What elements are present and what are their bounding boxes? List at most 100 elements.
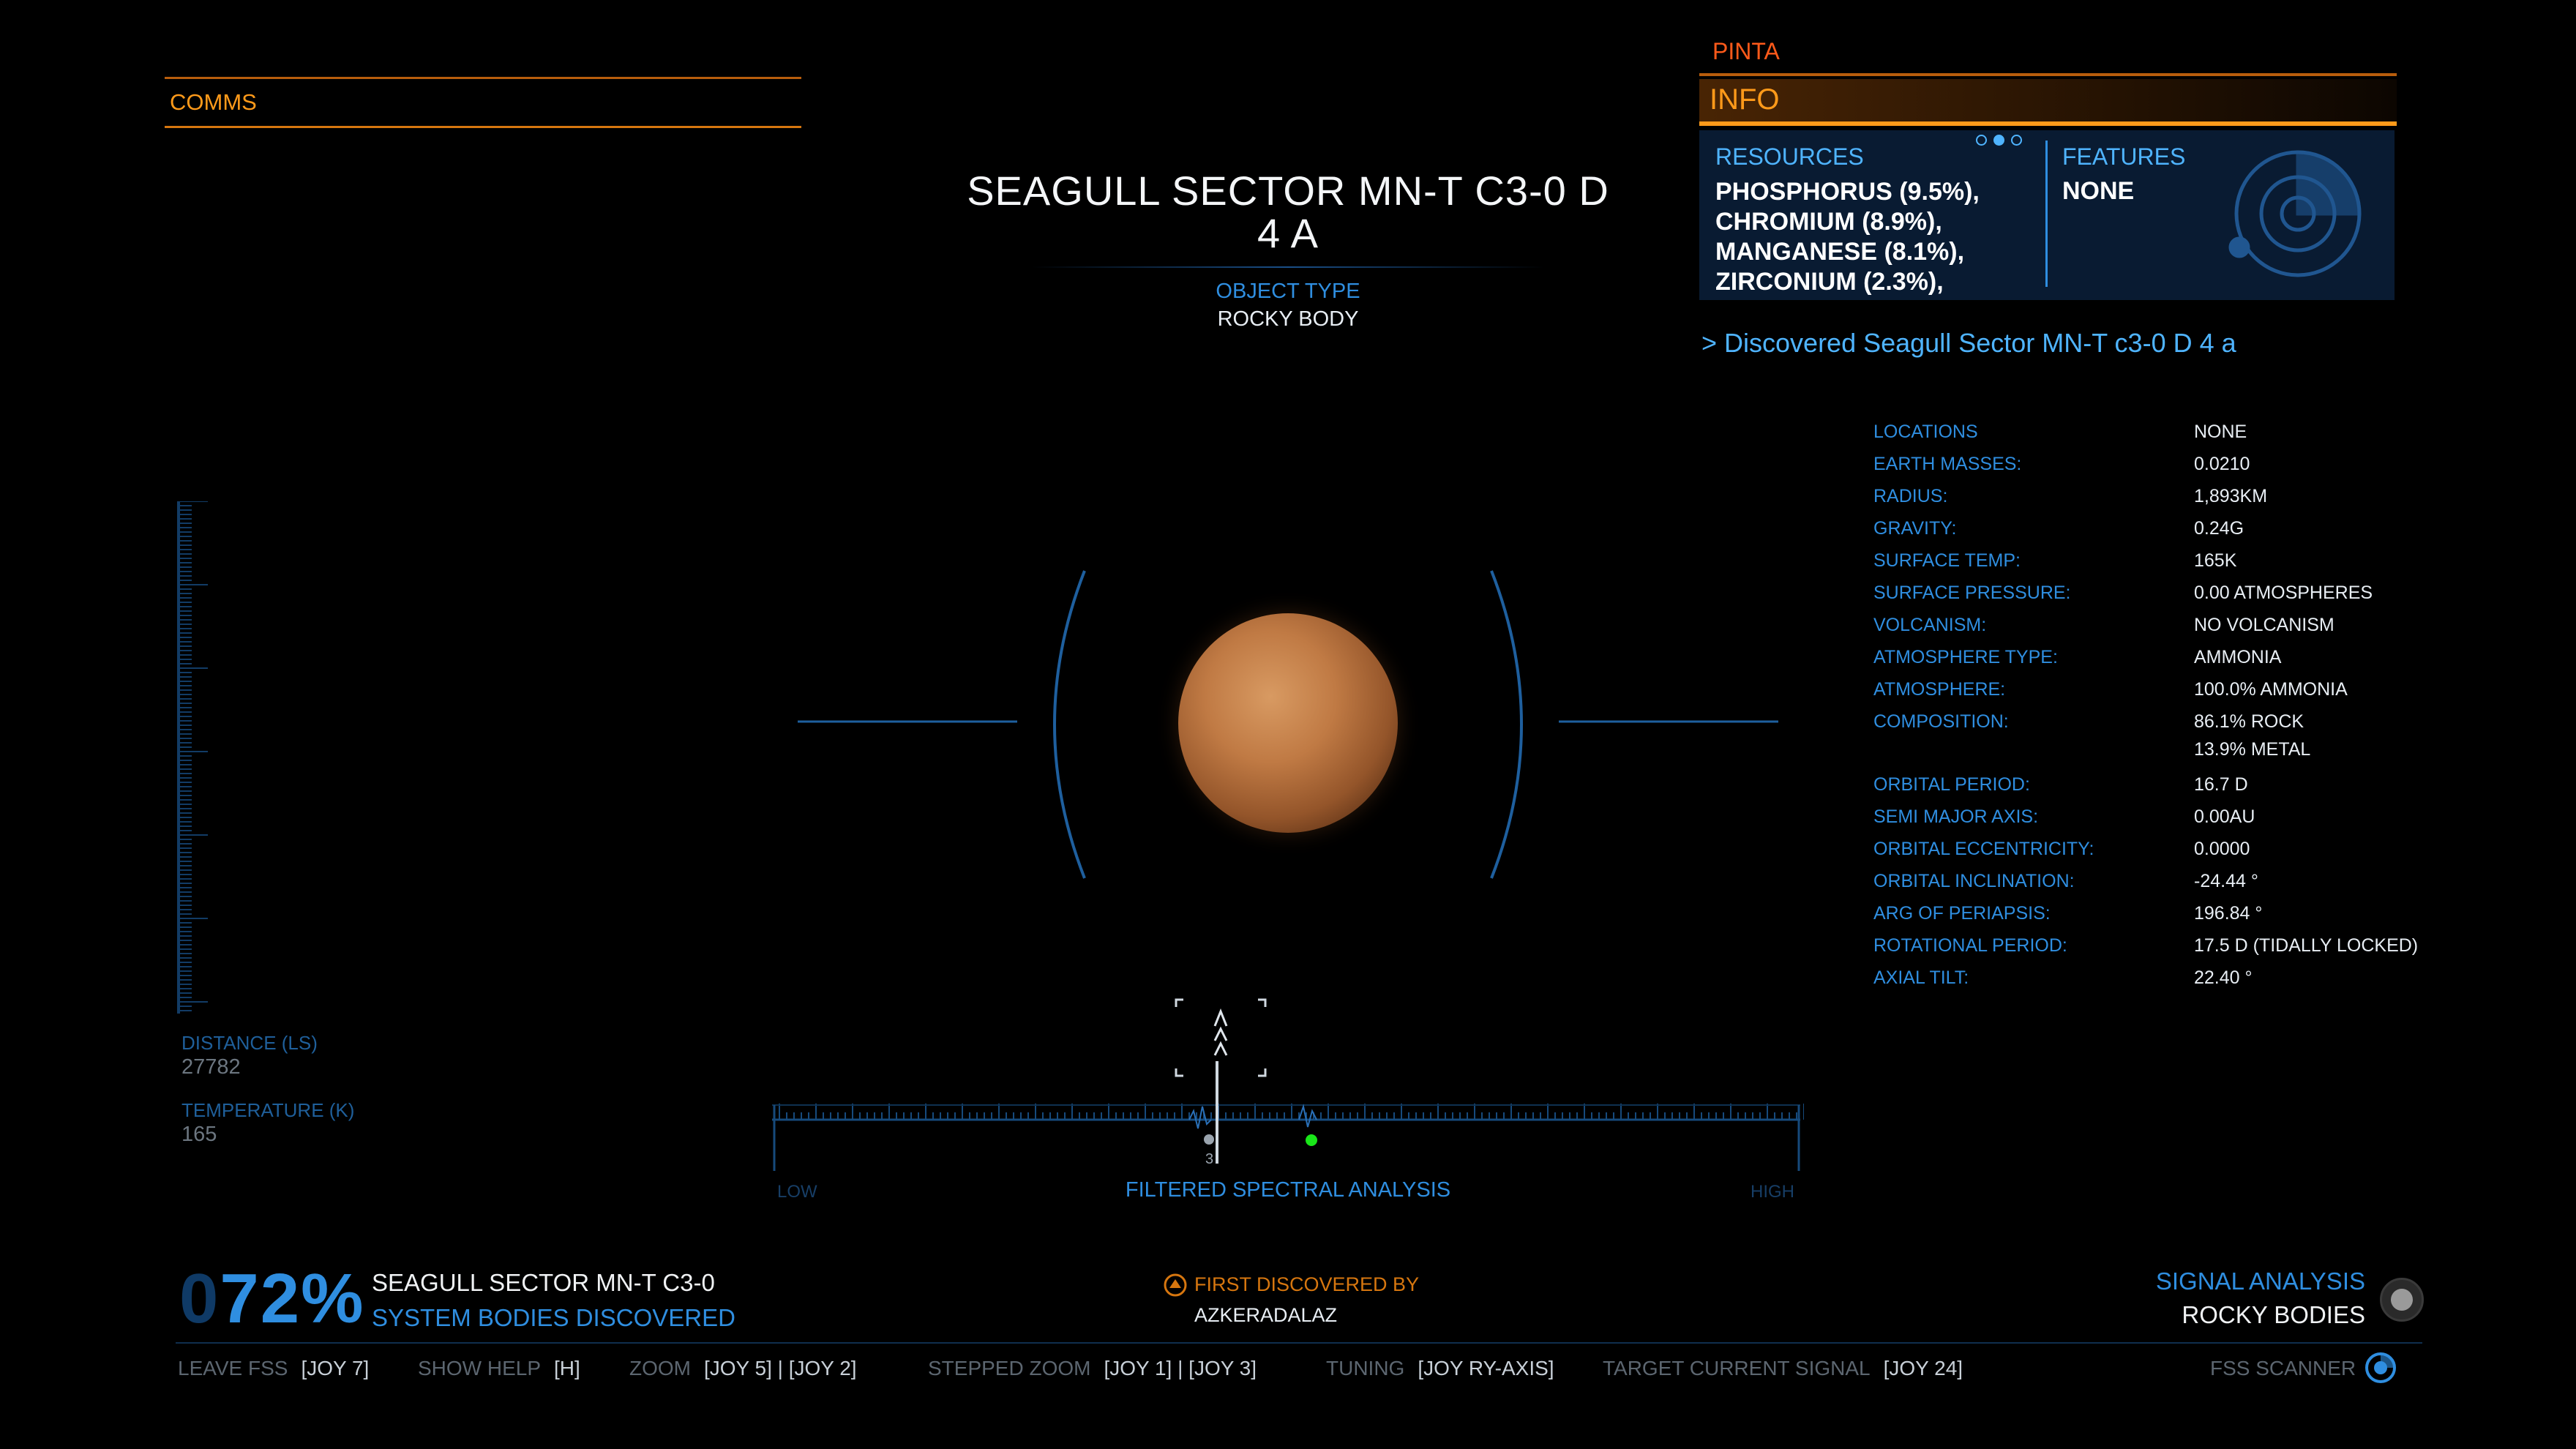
tab-info-label: INFO xyxy=(1710,83,1780,116)
page-dot-active[interactable] xyxy=(1993,135,2004,146)
control-label: SHOW HELP xyxy=(418,1357,542,1379)
body-name: PINTA xyxy=(1712,38,1780,64)
fss-scanner-label: FSS SCANNER xyxy=(2210,1357,2356,1379)
resources-heading: RESOURCES xyxy=(1715,143,1864,170)
features-value: NONE xyxy=(2062,177,2135,205)
stat-value: 86.1% ROCK xyxy=(2194,711,2304,732)
control-hint: STEPPED ZOOM [JOY 1] | [JOY 3] xyxy=(928,1357,1257,1380)
stat-value: 16.7 D xyxy=(2194,774,2248,795)
stat-label: AXIAL TILT: xyxy=(1873,967,1969,988)
stat-value: 196.84 ° xyxy=(2194,903,2263,924)
comms-label: COMMS xyxy=(170,89,257,115)
control-key: [JOY 24] xyxy=(1883,1357,1963,1379)
control-key: [JOY RY-AXIS] xyxy=(1418,1357,1554,1379)
stat-value: NONE xyxy=(2194,422,2247,442)
page-dot[interactable] xyxy=(1976,135,1987,146)
divider xyxy=(1699,73,2397,76)
bodies-discovered-label: SYSTEM BODIES DISCOVERED xyxy=(372,1304,735,1331)
stat-label: ROTATIONAL PERIOD: xyxy=(1873,935,2067,956)
stat-value: 0.24G xyxy=(2194,518,2244,539)
features-heading: FEATURES xyxy=(2062,143,2186,170)
divider xyxy=(1032,266,1544,268)
signal-analysis-value: ROCKY BODIES xyxy=(2182,1301,2365,1328)
resource-item: MANGANESE (8.1%), xyxy=(1715,238,1965,266)
spectral-analyzer[interactable]: 3 xyxy=(772,995,1804,1178)
page-dot[interactable] xyxy=(2011,135,2022,146)
tab-info[interactable]: INFO xyxy=(1699,79,2397,126)
system-name: SEAGULL SECTOR MN-T C3-0 xyxy=(372,1269,715,1296)
tuning-needle-icon xyxy=(1213,1008,1228,1056)
control-key: [JOY 1] | [JOY 3] xyxy=(1104,1357,1257,1379)
control-label: TARGET CURRENT SIGNAL xyxy=(1603,1357,1871,1379)
distance-label: DISTANCE (LS) xyxy=(181,1032,318,1054)
percent-value: 72% xyxy=(220,1259,365,1338)
object-type-value: ROCKY BODY xyxy=(1217,307,1359,331)
stat-value: 0.0210 xyxy=(2194,454,2250,474)
page-indicator[interactable] xyxy=(1976,135,2029,149)
control-hint: ZOOM [JOY 5] | [JOY 2] xyxy=(629,1357,857,1380)
signal-marker[interactable] xyxy=(1204,1134,1214,1145)
distance-gauge xyxy=(177,501,208,1014)
stat-value: 0.00 ATMOSPHERES xyxy=(2194,583,2373,603)
stat-label: RADIUS: xyxy=(1873,486,1948,506)
discovery-message: > Discovered Seagull Sector MN-T c3-0 D … xyxy=(1701,328,2236,358)
body-radar-icon xyxy=(2228,150,2362,277)
stat-value: 22.40 ° xyxy=(2194,967,2253,988)
object-type-label: OBJECT TYPE xyxy=(1216,280,1360,303)
stat-label: SEMI MAJOR AXIS: xyxy=(1873,806,2039,827)
stat-value: 0.00AU xyxy=(2194,806,2255,827)
resource-item: CHROMIUM (8.9%), xyxy=(1715,208,1942,236)
stat-label: ATMOSPHERE: xyxy=(1873,679,2006,700)
temperature-value: 165 xyxy=(181,1123,217,1146)
signal-analysis-button[interactable] xyxy=(2380,1278,2424,1322)
first-discovered-icon xyxy=(1164,1273,1187,1297)
stat-label: VOLCANISM: xyxy=(1873,615,1987,635)
spectral-high-label: HIGH xyxy=(1751,1182,1794,1202)
first-discovered-by: AZKERADALAZ xyxy=(1194,1304,1338,1326)
planet-body[interactable] xyxy=(1178,613,1398,833)
stat-value: NO VOLCANISM xyxy=(2194,615,2334,635)
control-hint: TARGET CURRENT SIGNAL [JOY 24] xyxy=(1603,1357,1963,1380)
control-hint: TUNING [JOY RY-AXIS] xyxy=(1326,1357,1554,1380)
resource-item: PHOSPHORUS (9.5%), xyxy=(1715,178,1980,206)
stat-label: COMPOSITION: xyxy=(1873,711,2009,732)
signal-analysis-label: SIGNAL ANALYSIS xyxy=(2155,1268,2365,1295)
control-label: STEPPED ZOOM xyxy=(928,1357,1091,1379)
control-label: TUNING xyxy=(1326,1357,1405,1379)
target-title: SEAGULL SECTOR MN-T C3-0 D 4 A xyxy=(922,170,1654,255)
target-title-line1: SEAGULL SECTOR MN-T C3-0 D xyxy=(967,168,1609,214)
stat-value: 1,893KM xyxy=(2194,486,2268,506)
stat-value: 165K xyxy=(2194,550,2237,571)
stat-label: ORBITAL ECCENTRICITY: xyxy=(1873,839,2094,859)
divider xyxy=(176,1342,2422,1344)
resources-list: PHOSPHORUS (9.5%), CHROMIUM (8.9%), MANG… xyxy=(1715,177,1980,297)
control-key: [JOY 5] | [JOY 2] xyxy=(704,1357,857,1379)
fss-scanner-icon[interactable] xyxy=(2364,1351,2397,1385)
stat-label: EARTH MASSES: xyxy=(1873,454,2022,474)
control-label: LEAVE FSS xyxy=(178,1357,288,1379)
stat-label: ORBITAL PERIOD: xyxy=(1873,774,2030,795)
control-hint: SHOW HELP [H] xyxy=(418,1357,580,1380)
stat-label: LOCATIONS xyxy=(1873,422,1978,442)
tuning-bracket xyxy=(1175,998,1267,1077)
distance-value: 27782 xyxy=(181,1055,241,1079)
stat-label: GRAVITY: xyxy=(1873,518,1957,539)
first-discovered-label: FIRST DISCOVERED BY xyxy=(1194,1273,1420,1295)
spectral-title: FILTERED SPECTRAL ANALYSIS xyxy=(1125,1178,1451,1202)
control-hint: LEAVE FSS [JOY 7] xyxy=(178,1357,369,1380)
target-title-line2: 4 A xyxy=(1257,210,1319,256)
stat-label: SURFACE PRESSURE: xyxy=(1873,583,2071,603)
stat-value: -24.44 ° xyxy=(2194,871,2258,891)
stat-value: AMMONIA xyxy=(2194,647,2282,667)
discovery-percent: 072% xyxy=(179,1259,365,1339)
spectral-low-label: LOW xyxy=(777,1182,817,1202)
comms-panel[interactable]: COMMS xyxy=(165,77,801,128)
signal-green-marker[interactable] xyxy=(1306,1134,1317,1146)
stat-value: 13.9% METAL xyxy=(2194,739,2311,760)
signal-count: 3 xyxy=(1205,1151,1213,1167)
stat-label: SURFACE TEMP: xyxy=(1873,550,2021,571)
stat-value: 100.0% AMMONIA xyxy=(2194,679,2348,700)
stat-label: ARG OF PERIAPSIS: xyxy=(1873,903,2051,924)
stat-label: ATMOSPHERE TYPE: xyxy=(1873,647,2058,667)
control-key: [JOY 7] xyxy=(301,1357,370,1379)
